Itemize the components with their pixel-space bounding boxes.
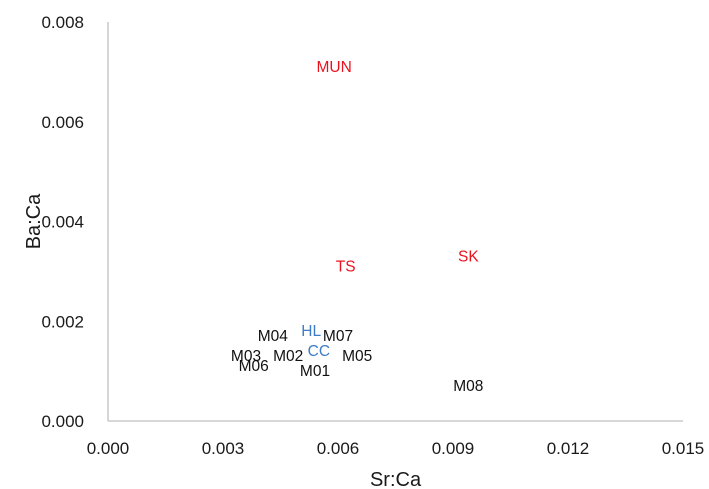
data-point-label: TS xyxy=(336,258,356,275)
data-point-label: M08 xyxy=(453,378,483,395)
data-point-label: HL xyxy=(301,323,321,340)
y-tick-label: 0.004 xyxy=(41,213,84,232)
x-tick-label: 0.012 xyxy=(547,439,590,458)
data-point-label: M03 xyxy=(231,348,261,365)
y-axis-title: Ba:Ca xyxy=(23,193,45,249)
data-point-label: M05 xyxy=(342,348,372,365)
x-tick-label: 0.006 xyxy=(317,439,360,458)
tick-labels: 0.000 0.003 0.006 0.009 0.012 0.015 0.000 0.002… xyxy=(41,13,704,458)
y-tick-label: 0.000 xyxy=(41,412,84,431)
data-point-label: M06 xyxy=(239,358,269,375)
x-tick-label: 0.003 xyxy=(202,439,245,458)
data-point-label: SK xyxy=(458,248,479,265)
data-point-label: CC xyxy=(308,343,330,360)
y-tick-label: 0.008 xyxy=(41,13,84,32)
data-point-label: M04 xyxy=(258,328,289,345)
data-point-label: M07 xyxy=(323,328,353,345)
x-tick-label: 0.015 xyxy=(662,439,705,458)
data-point-label: MUN xyxy=(317,59,352,76)
data-point-label: M02 xyxy=(273,348,303,365)
x-tick-label: 0.009 xyxy=(432,439,475,458)
axes xyxy=(107,22,683,422)
y-tick-label: 0.006 xyxy=(41,113,84,132)
data-point-label: M01 xyxy=(300,363,330,380)
y-tick-label: 0.002 xyxy=(41,312,84,331)
x-tick-label: 0.000 xyxy=(87,439,130,458)
x-axis-title: Sr:Ca xyxy=(370,469,422,489)
